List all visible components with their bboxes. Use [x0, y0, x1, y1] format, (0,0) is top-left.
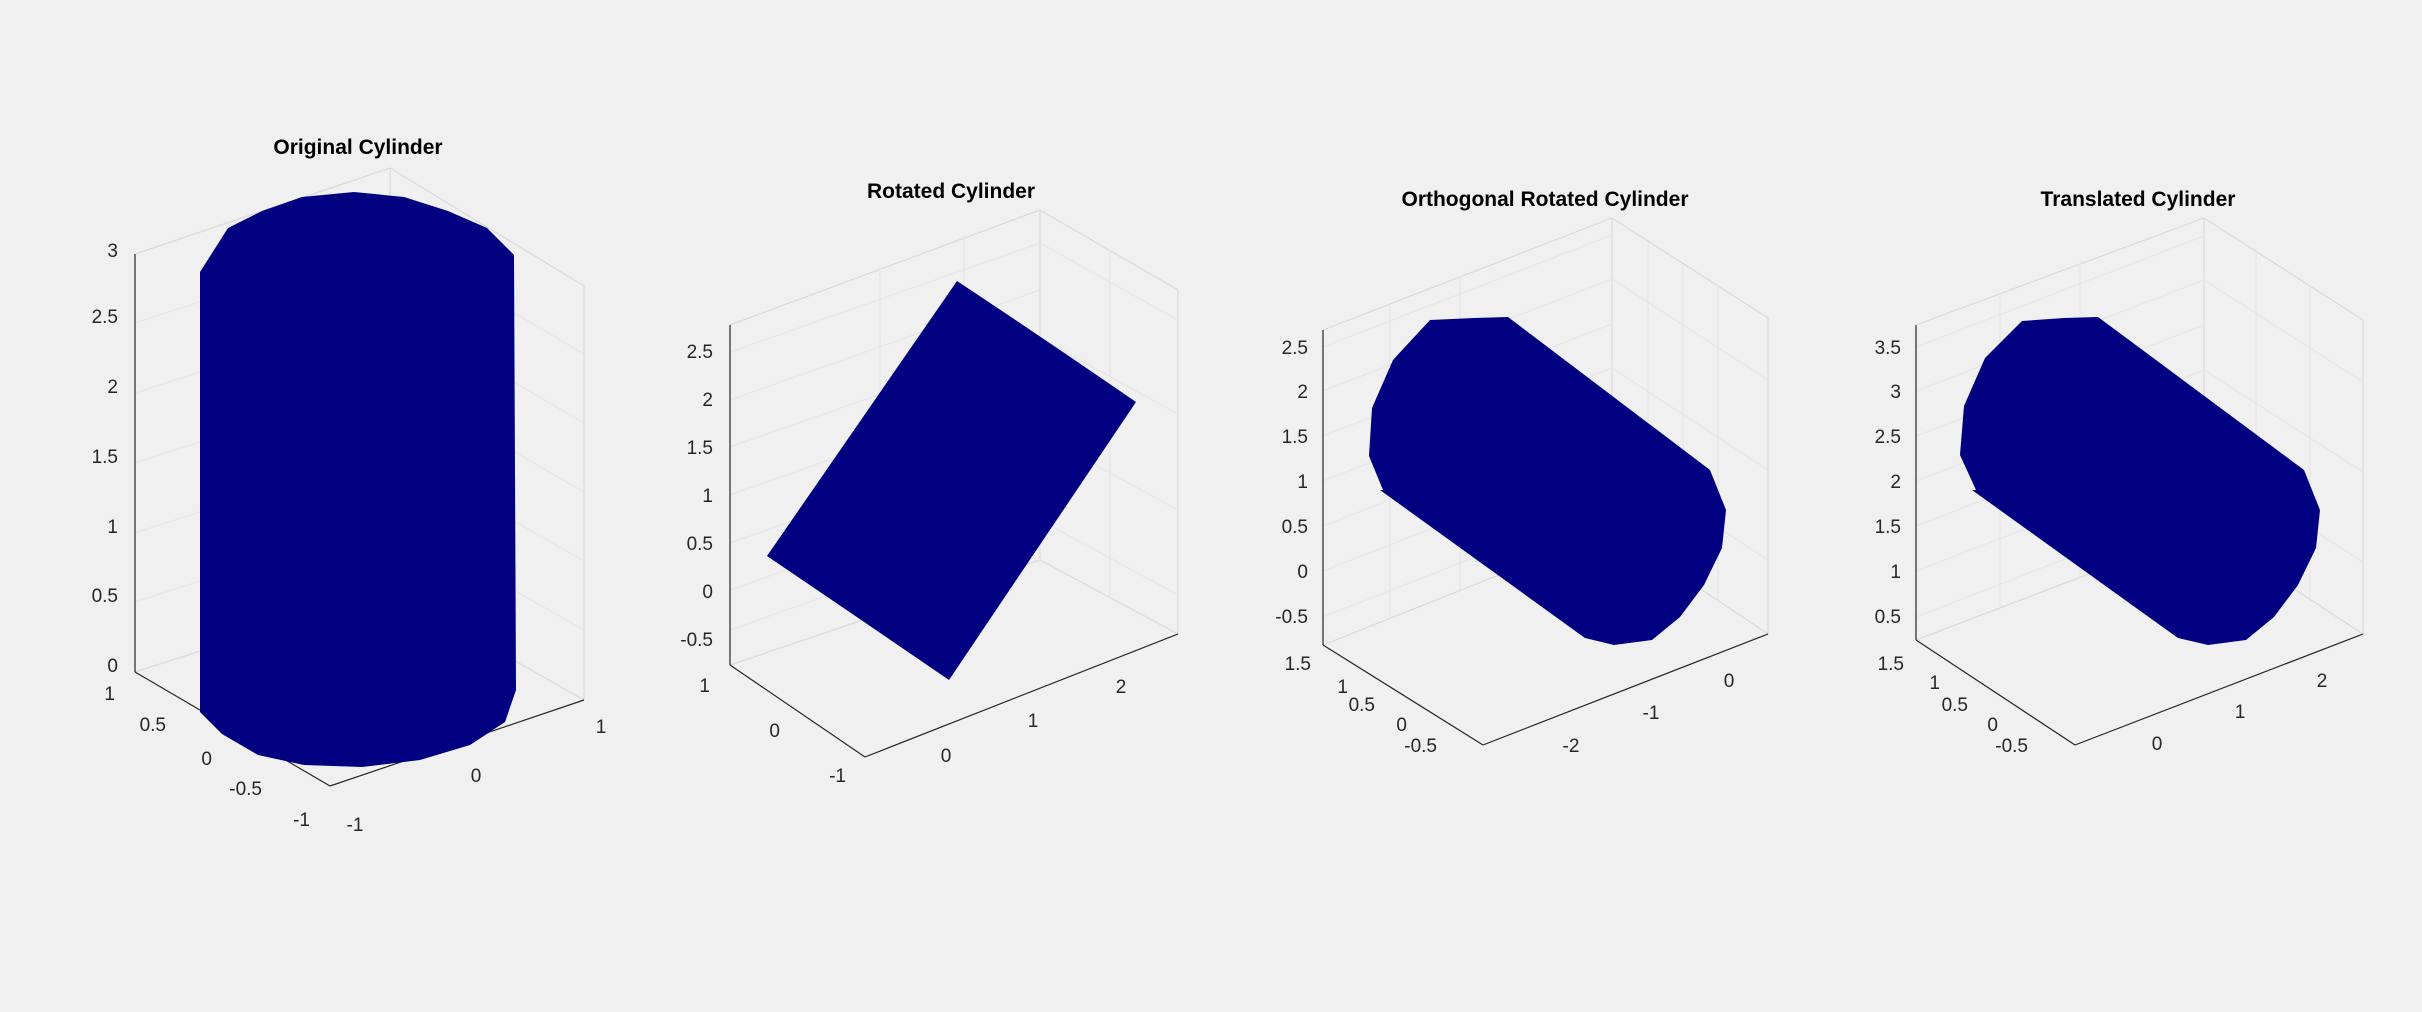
cylinder-surface	[767, 281, 1136, 680]
y-tick-label: 0	[201, 749, 212, 770]
plot-title: Original Cylinder	[273, 136, 442, 159]
z-tick-label: 1	[1297, 472, 1308, 493]
x-tick-label: 2	[1116, 677, 1127, 698]
x-tick-label: 0	[2152, 734, 2163, 755]
x-tick-label: 0	[941, 746, 952, 767]
cylinder-surface	[1369, 317, 1726, 645]
y-tick-label: 1	[699, 676, 710, 697]
z-tick-label: 2	[1297, 382, 1308, 403]
y-tick-label: 1	[1337, 677, 1348, 698]
x-tick-label: 1	[1028, 711, 1039, 732]
z-tick-label: 2	[107, 377, 118, 398]
x-tick-label: 1	[2235, 702, 2246, 723]
x-axis-ticks: -2 -1 0	[1563, 671, 1735, 757]
z-tick-label: 0.5	[687, 534, 713, 555]
plot-original-cylinder[interactable]: Original Cylinder	[92, 136, 607, 836]
y-tick-label: 0	[1987, 715, 1998, 736]
x-tick-label: 0	[471, 766, 482, 787]
z-tick-label: 0.5	[1875, 607, 1901, 628]
x-tick-label: 0	[1724, 671, 1735, 692]
y-axis-ticks: 1.5 1 0.5 0 -0.5	[1878, 654, 2028, 757]
y-tick-label: -1	[829, 766, 846, 787]
x-axis-ticks: 0 1 2	[2152, 671, 2328, 755]
z-tick-label: 0	[1297, 562, 1308, 583]
plot-title: Rotated Cylinder	[867, 180, 1035, 203]
z-tick-label: 2.5	[92, 307, 118, 328]
y-tick-label: 1.5	[1878, 654, 1904, 675]
z-tick-label: 1.5	[1282, 427, 1308, 448]
y-tick-label: 1	[1929, 673, 1940, 694]
z-tick-label: 1.5	[687, 438, 713, 459]
y-tick-label: 0.5	[1942, 695, 1968, 716]
x-axis-ticks: 0 1 2	[941, 677, 1127, 767]
z-tick-label: 2.5	[1282, 338, 1308, 359]
z-tick-label: 0.5	[1282, 517, 1308, 538]
z-tick-label: 2	[1890, 472, 1901, 493]
z-tick-label: 3	[1890, 382, 1901, 403]
y-tick-label: 0.5	[1349, 695, 1375, 716]
y-axis-ticks: 1.5 1 0.5 0 -0.5	[1285, 654, 1437, 757]
y-tick-label: -1	[293, 810, 310, 831]
z-tick-label: 1	[1890, 562, 1901, 583]
y-axis-ticks: 1 0.5 0 -0.5 -1	[104, 684, 310, 831]
x-tick-label: -2	[1563, 736, 1580, 757]
z-tick-label: 1	[702, 486, 713, 507]
x-tick-label: 2	[2317, 671, 2328, 692]
plot-translated-cylinder[interactable]: Translated Cylinder	[1875, 188, 2364, 757]
z-tick-label: 0.5	[92, 586, 118, 607]
y-tick-label: 1	[104, 684, 115, 705]
z-tick-label: 0	[702, 582, 713, 603]
y-tick-label: 0.5	[140, 715, 166, 736]
y-tick-label: -0.5	[229, 779, 262, 800]
cylinder-surface	[1960, 317, 2320, 645]
cylinder-surface	[200, 192, 516, 767]
x-tick-label: -1	[347, 815, 364, 836]
y-tick-label: -0.5	[1995, 736, 2028, 757]
y-tick-label: 1.5	[1285, 654, 1311, 675]
x-axis-ticks: -1 0 1	[347, 717, 607, 836]
y-axis-ticks: 1 0 -1	[699, 676, 846, 787]
y-tick-label: 0	[769, 721, 780, 742]
z-tick-label: 1	[107, 517, 118, 538]
plot-title: Orthogonal Rotated Cylinder	[1401, 188, 1688, 211]
z-tick-label: 2	[702, 390, 713, 411]
z-axis-ticks: 0.5 1 1.5 2 2.5 3 3.5	[1875, 338, 1901, 628]
z-axis-ticks: -0.5 0 0.5 1 1.5 2 2.5	[680, 342, 713, 651]
plot-title: Translated Cylinder	[2041, 188, 2236, 211]
x-tick-label: -1	[1643, 703, 1660, 724]
z-axis-ticks: -0.5 0 0.5 1 1.5 2 2.5	[1275, 338, 1308, 628]
plot-orthogonal-rotated-cylinder[interactable]: Orthogonal Rotated Cylinder	[1275, 188, 1769, 757]
z-tick-label: 2.5	[1875, 427, 1901, 448]
plot-rotated-cylinder[interactable]: Rotated Cylinder	[680, 180, 1179, 787]
z-tick-label: 1.5	[92, 447, 118, 468]
z-tick-label: 3	[107, 241, 118, 262]
x-tick-label: 1	[596, 717, 607, 738]
y-tick-label: 0	[1396, 715, 1407, 736]
y-tick-label: -0.5	[1404, 736, 1437, 757]
z-axis-ticks: 0 0.5 1 1.5 2 2.5 3	[92, 241, 118, 677]
z-tick-label: 3.5	[1875, 338, 1901, 359]
z-tick-label: -0.5	[680, 630, 713, 651]
z-tick-label: -0.5	[1275, 607, 1308, 628]
z-tick-label: 1.5	[1875, 517, 1901, 538]
z-tick-label: 0	[107, 656, 118, 677]
z-tick-label: 2.5	[687, 342, 713, 363]
